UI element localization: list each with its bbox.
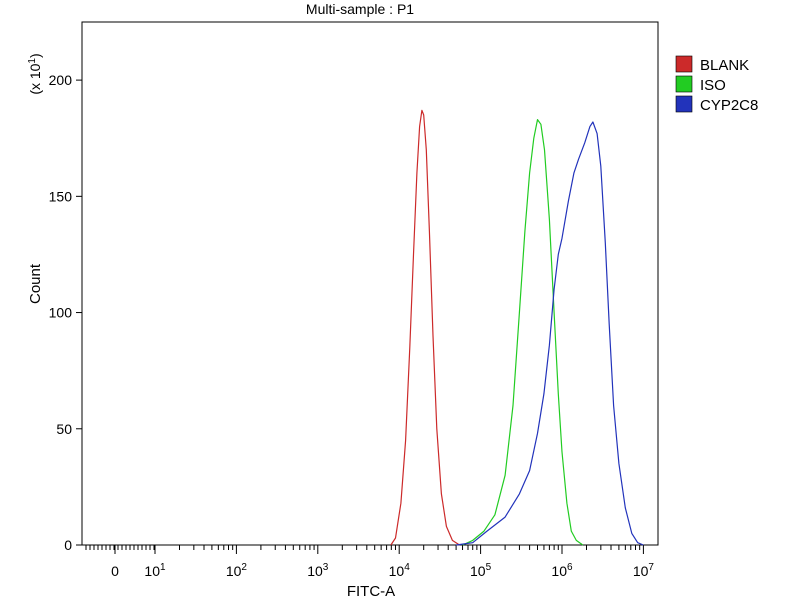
y-tick-label: 150	[49, 188, 73, 204]
x-tick-label: 0	[111, 563, 119, 579]
plot-area	[81, 21, 659, 546]
x-tick-label: 107	[633, 562, 655, 579]
series-line-cyp2c8	[456, 121, 644, 546]
legend-label: BLANK	[700, 57, 749, 74]
legend-swatch	[675, 95, 693, 113]
legend-swatch	[675, 55, 693, 73]
x-axis-label: FITC-A	[347, 583, 395, 600]
series-layer	[390, 109, 644, 546]
x-tick-label: 105	[470, 562, 492, 579]
legend-label: ISO	[700, 77, 726, 94]
legend-label: CYP2C8	[700, 97, 758, 114]
x-tick-label: 103	[307, 562, 329, 579]
y-tick-label: 200	[49, 72, 73, 88]
legend: BLANK ISO CYP2C8	[675, 55, 758, 114]
x-axis-minor-ticks	[85, 545, 641, 550]
y-tick-label: 0	[64, 537, 72, 553]
x-tick-label: 104	[389, 562, 411, 579]
chart-title: Multi-sample : P1	[306, 1, 414, 17]
legend-swatch	[675, 75, 693, 93]
y-multiplier-label: (x 101)	[27, 53, 43, 94]
y-tick-label: 100	[49, 305, 73, 321]
x-tick-label: 106	[551, 562, 573, 579]
y-axis: 0 50 100 150 200	[49, 72, 82, 553]
y-tick-label: 50	[56, 421, 72, 437]
x-axis: 0 101 102 103 104 105 106 107	[111, 545, 654, 579]
series-line-blank	[390, 109, 460, 546]
x-tick-label: 102	[226, 562, 248, 579]
x-tick-label: 101	[144, 562, 166, 579]
series-line-iso	[462, 118, 584, 546]
y-axis-label: Count	[27, 263, 44, 304]
